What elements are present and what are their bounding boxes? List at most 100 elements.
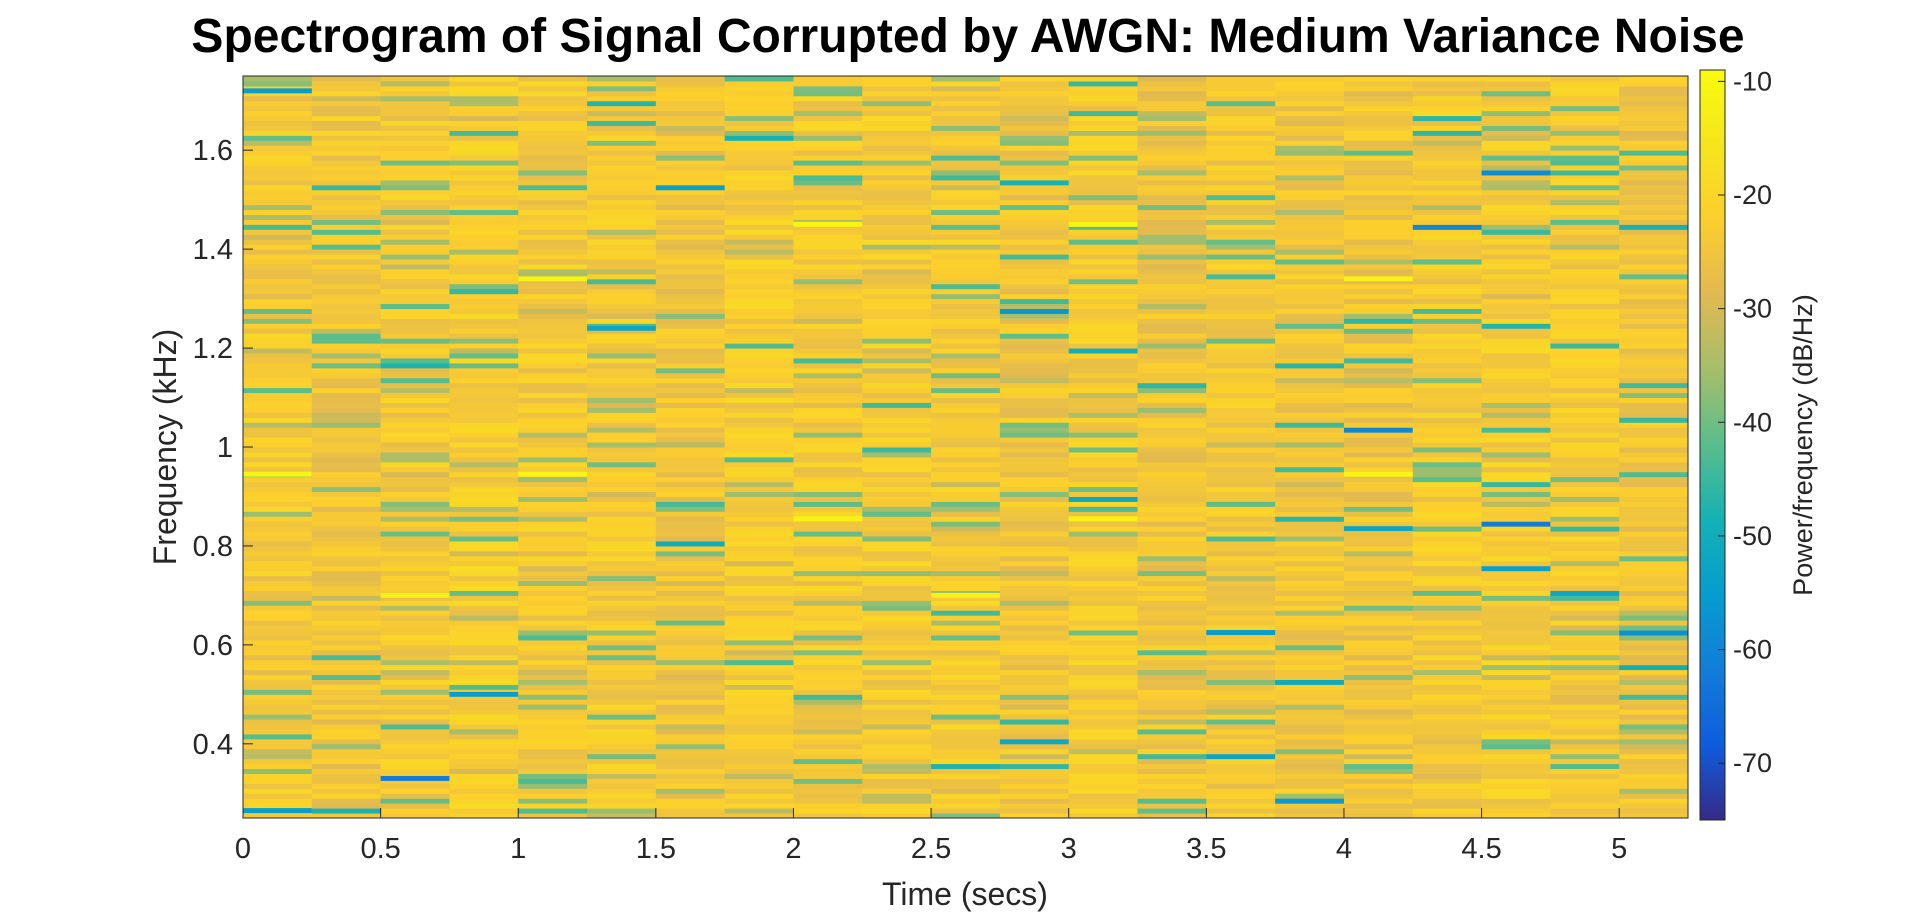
heatmap-cell bbox=[862, 516, 932, 522]
heatmap-cell bbox=[1068, 308, 1139, 314]
heatmap-cell bbox=[655, 610, 726, 616]
heatmap-cell bbox=[1206, 540, 1276, 547]
heatmap-cell bbox=[311, 224, 382, 230]
heatmap-cell bbox=[999, 511, 1070, 517]
heatmap-cell bbox=[449, 234, 519, 240]
heatmap-cell bbox=[862, 249, 932, 255]
heatmap-cell bbox=[1275, 209, 1345, 216]
heatmap-cell bbox=[1619, 506, 1689, 512]
heatmap-cell bbox=[1619, 788, 1689, 794]
heatmap-cell bbox=[587, 150, 657, 156]
heatmap-cell bbox=[1275, 214, 1345, 220]
heatmap-cell bbox=[380, 150, 450, 156]
heatmap-cell bbox=[518, 204, 588, 211]
heatmap-cell bbox=[1068, 466, 1139, 473]
heatmap-cell bbox=[243, 283, 313, 290]
heatmap-cell bbox=[1275, 204, 1345, 211]
heatmap-cell bbox=[1068, 486, 1139, 493]
heatmap-cell bbox=[1137, 555, 1207, 562]
heatmap-cell bbox=[311, 90, 382, 97]
heatmap-cell bbox=[449, 263, 519, 270]
heatmap-cell bbox=[655, 684, 726, 690]
heatmap-cell bbox=[999, 610, 1070, 616]
heatmap-cell bbox=[999, 184, 1070, 191]
heatmap-cell bbox=[380, 308, 450, 314]
heatmap-cell bbox=[243, 630, 313, 636]
heatmap-cell bbox=[587, 605, 657, 611]
heatmap-cell bbox=[724, 773, 794, 779]
heatmap-cell bbox=[1343, 773, 1414, 779]
heatmap-cell bbox=[1068, 135, 1139, 141]
heatmap-cell bbox=[862, 570, 932, 577]
heatmap-cell bbox=[449, 244, 519, 250]
heatmap-cell bbox=[1275, 412, 1345, 418]
heatmap-cell bbox=[587, 179, 657, 186]
heatmap-cell bbox=[1137, 699, 1207, 705]
heatmap-cell bbox=[1481, 199, 1551, 206]
heatmap-cell bbox=[1481, 254, 1551, 260]
heatmap-cell bbox=[862, 620, 932, 626]
heatmap-cell bbox=[862, 580, 932, 587]
heatmap-cell bbox=[311, 461, 382, 468]
heatmap-cell bbox=[724, 145, 794, 151]
heatmap-cell bbox=[999, 456, 1070, 463]
heatmap-cell bbox=[518, 402, 588, 408]
heatmap-cell bbox=[380, 714, 450, 720]
heatmap-cell bbox=[1068, 728, 1139, 735]
heatmap-cell bbox=[793, 585, 863, 591]
heatmap-cell bbox=[999, 689, 1070, 695]
heatmap-cell bbox=[1206, 813, 1276, 819]
heatmap-cell bbox=[999, 145, 1070, 151]
heatmap-cell bbox=[1481, 397, 1551, 403]
heatmap-cell bbox=[518, 634, 588, 641]
heatmap-cell bbox=[380, 471, 450, 478]
heatmap-cell bbox=[1619, 229, 1689, 235]
heatmap-cell bbox=[1550, 224, 1620, 230]
heatmap-cell bbox=[793, 348, 863, 354]
heatmap-cell bbox=[1068, 328, 1139, 334]
heatmap-cell bbox=[1137, 793, 1207, 799]
heatmap-cell bbox=[931, 229, 1001, 235]
heatmap-cell bbox=[793, 714, 863, 720]
heatmap-cell bbox=[587, 100, 657, 107]
heatmap-cell bbox=[999, 189, 1070, 196]
heatmap-cell bbox=[931, 669, 1001, 676]
heatmap-cell bbox=[1206, 595, 1276, 601]
heatmap-cell bbox=[1206, 536, 1276, 542]
heatmap-cell bbox=[1550, 189, 1620, 196]
heatmap-cell bbox=[1068, 338, 1139, 344]
heatmap-cell bbox=[243, 540, 313, 547]
heatmap-cell bbox=[1068, 318, 1139, 324]
heatmap-cell bbox=[793, 550, 863, 557]
heatmap-cell bbox=[1343, 793, 1414, 799]
heatmap-cell bbox=[311, 85, 382, 92]
heatmap-cell bbox=[724, 684, 794, 690]
heatmap-cell bbox=[655, 194, 726, 201]
heatmap-cell bbox=[1137, 644, 1207, 651]
heatmap-cell bbox=[587, 743, 657, 750]
heatmap-cell bbox=[724, 748, 794, 755]
heatmap-cell bbox=[380, 768, 450, 774]
heatmap-cell bbox=[1481, 263, 1551, 270]
heatmap-cell bbox=[1412, 590, 1483, 596]
heatmap-cell bbox=[1481, 738, 1551, 745]
heatmap-cell bbox=[862, 803, 932, 809]
heatmap-cell bbox=[931, 273, 1001, 280]
heatmap-cell bbox=[243, 501, 313, 507]
heatmap-cell bbox=[1068, 313, 1139, 319]
heatmap-cell bbox=[1550, 209, 1620, 216]
heatmap-cell bbox=[518, 501, 588, 507]
heatmap-cell bbox=[1068, 461, 1139, 468]
heatmap-cell bbox=[1619, 560, 1689, 567]
heatmap-cell bbox=[587, 387, 657, 394]
heatmap-cell bbox=[862, 689, 932, 695]
heatmap-cell bbox=[243, 184, 313, 191]
heatmap-cell bbox=[1275, 199, 1345, 206]
heatmap-cell bbox=[793, 748, 863, 755]
heatmap-cell bbox=[1412, 536, 1483, 542]
heatmap-cell bbox=[793, 649, 863, 656]
heatmap-cell bbox=[1481, 318, 1551, 324]
heatmap-cell bbox=[1275, 615, 1345, 621]
heatmap-cell bbox=[449, 516, 519, 522]
heatmap-cell bbox=[1206, 140, 1276, 146]
